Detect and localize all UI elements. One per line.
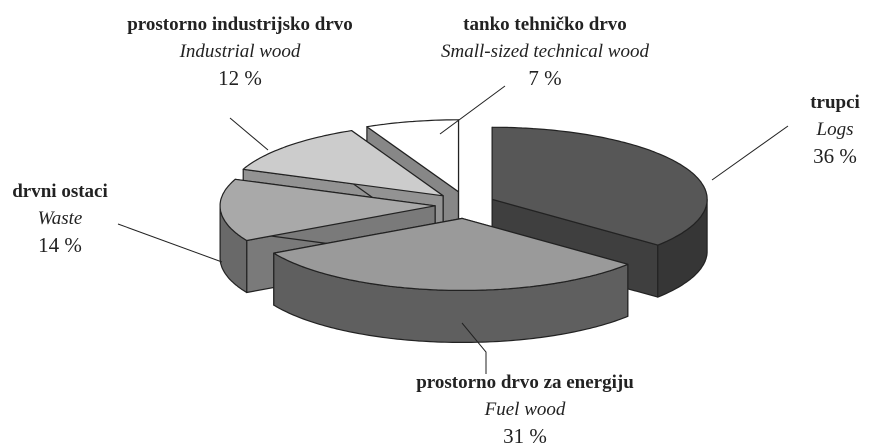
leader-line	[711, 125, 789, 181]
slice-top	[219, 178, 436, 242]
slice-label: trupci	[810, 92, 860, 113]
slice-top	[273, 217, 629, 291]
slice-label: prostorno industrijsko drvo	[127, 14, 353, 35]
slice-label-en: Waste	[38, 208, 83, 229]
value-label: 31 %	[503, 424, 547, 445]
slice-label-en: Small-sized technical wood	[441, 41, 649, 62]
slice-label: drvni ostaci	[12, 181, 108, 202]
slice-label: prostorno drvo za energiju	[416, 372, 634, 393]
leader-line	[117, 223, 223, 263]
slice	[273, 217, 629, 343]
value-label: 36 %	[813, 144, 857, 168]
slice-label-en: Logs	[816, 119, 854, 140]
slice-top	[242, 130, 444, 197]
value-label: 14 %	[38, 233, 82, 257]
leader-line	[461, 322, 487, 374]
value-label: 12 %	[218, 66, 262, 90]
slice-label: tanko tehničko drvo	[463, 14, 627, 35]
slice-top	[366, 119, 460, 193]
slice-label-en: Fuel wood	[484, 399, 566, 420]
leader-line	[439, 85, 506, 135]
leader-line	[229, 117, 269, 151]
value-label: 7 %	[528, 66, 561, 90]
slice-label-en: Industrial wood	[179, 41, 301, 62]
slice-top	[491, 126, 708, 246]
